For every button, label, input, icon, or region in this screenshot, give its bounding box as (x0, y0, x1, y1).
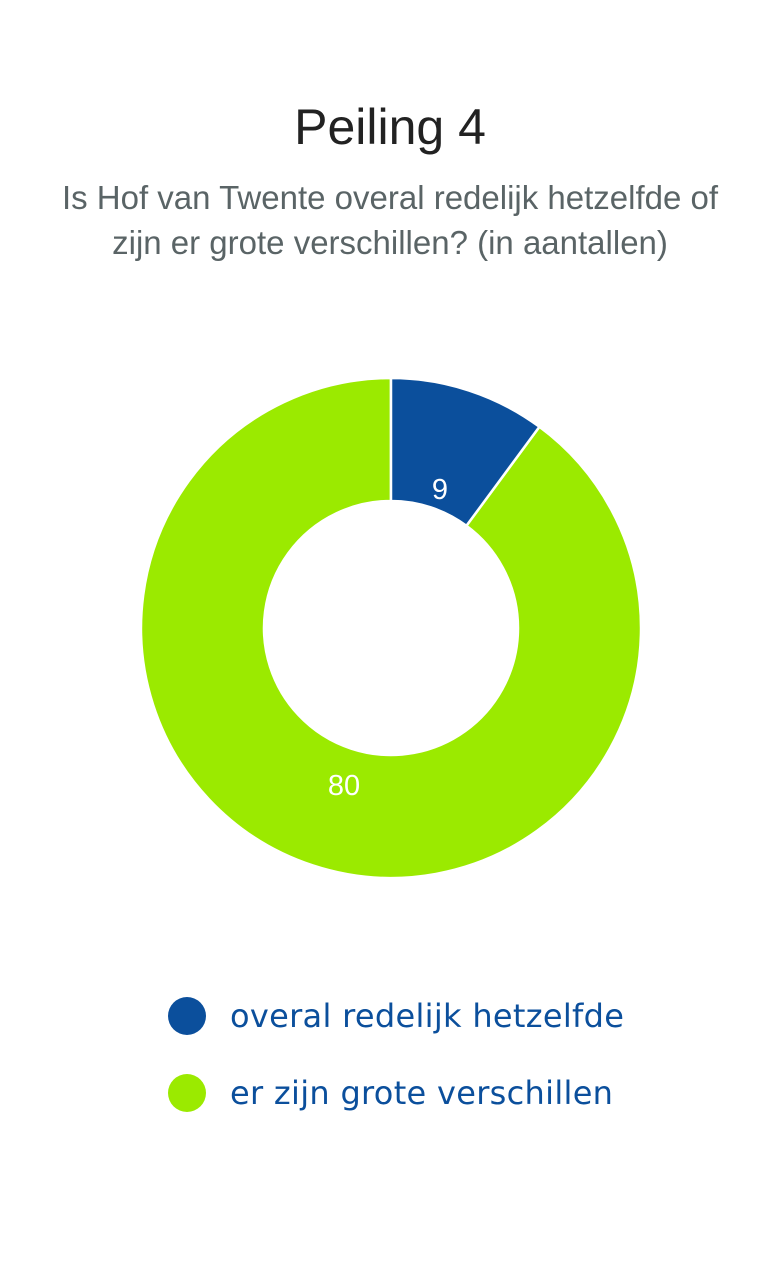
slice-overal-redelijk-hetzelfde[interactable] (389, 376, 542, 528)
slice-er-zijn-grote-verschillen[interactable] (139, 376, 643, 880)
legend-swatch-green-icon (168, 1074, 206, 1112)
chart-subtitle: Is Hof van Twente overal redelijk hetzel… (61, 179, 719, 261)
legend-item-er-zijn-grote-verschillen[interactable]: er zijn grote verschillen (168, 1072, 624, 1114)
slice-label-2: 80 (328, 770, 360, 802)
legend-swatch-blue-icon (168, 997, 206, 1035)
chart-title: Peiling 4 (294, 99, 486, 155)
donut-slices (139, 376, 643, 880)
chart-legend: overal redelijk hetzelfde er zijn grote … (168, 995, 624, 1149)
legend-label: overal redelijk hetzelfde (230, 997, 625, 1035)
legend-item-overal-redelijk-hetzelfde[interactable]: overal redelijk hetzelfde (168, 995, 624, 1037)
legend-label: er zijn grote verschillen (230, 1074, 614, 1112)
slice-label-1: 9 (432, 474, 448, 506)
